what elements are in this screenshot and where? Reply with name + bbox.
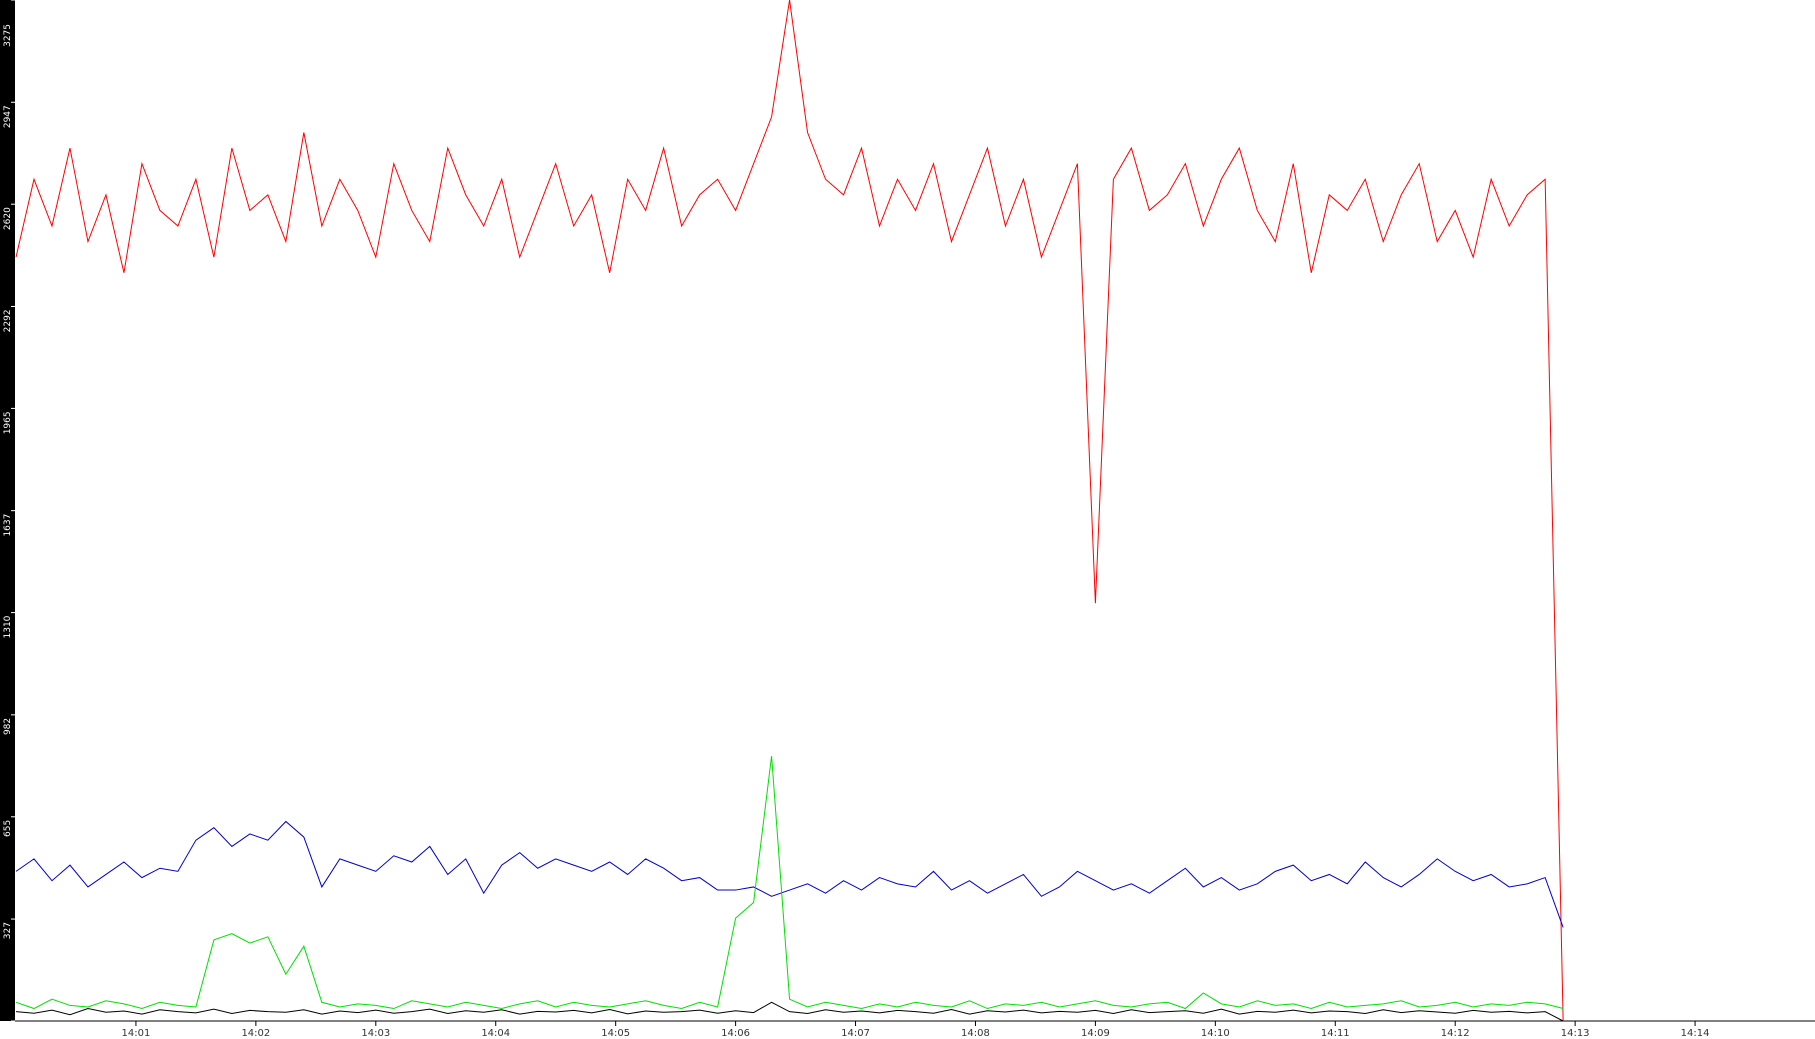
y-tick-label: 2947: [3, 105, 13, 128]
x-tick-label: 14:01: [122, 1028, 151, 1039]
y-tick-label: 1637: [3, 514, 13, 537]
x-tick-label: 14:11: [1321, 1028, 1350, 1039]
series-line: [15, 820, 1564, 928]
x-tick-label: 14:10: [1201, 1028, 1230, 1039]
x-tick-label: 14:05: [601, 1028, 630, 1039]
y-tick-label: 655: [3, 820, 13, 837]
x-tick-label: 14:12: [1441, 1028, 1470, 1039]
x-tick-label: 14:06: [721, 1028, 750, 1039]
x-tick-label: 14:02: [241, 1028, 270, 1039]
x-tick-label: 14:04: [481, 1028, 510, 1039]
x-tick-label: 14:07: [841, 1028, 870, 1039]
x-tick-label: 14:03: [361, 1028, 390, 1039]
x-tick-label: 14:09: [1081, 1028, 1110, 1039]
y-tick-label: 2292: [3, 309, 13, 332]
x-tick-label: 14:13: [1561, 1028, 1590, 1039]
series-line: [15, 1001, 1564, 1022]
series-line: [15, 755, 1564, 1010]
y-axis-bar: [0, 0, 15, 1021]
y-tick-label: 0: [3, 1024, 13, 1030]
x-tick-label: 14:14: [1681, 1028, 1710, 1039]
series-line: [15, 0, 1564, 1022]
y-tick-label: 3275: [3, 24, 13, 47]
y-tick-label: 1965: [3, 411, 13, 434]
x-tick-label: 14:08: [961, 1028, 990, 1039]
y-tick-label: 1310: [3, 615, 13, 638]
y-tick-label: 982: [3, 718, 13, 735]
y-tick-label: 327: [3, 922, 13, 939]
y-tick-label: 2620: [3, 207, 13, 230]
